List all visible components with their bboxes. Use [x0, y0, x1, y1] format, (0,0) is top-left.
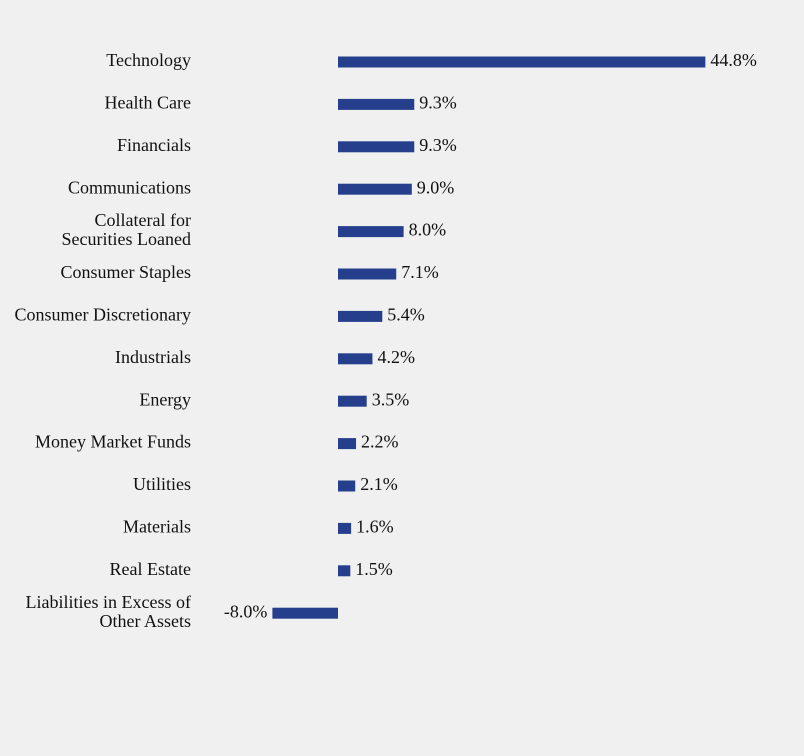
bar-money-market-funds — [338, 438, 357, 450]
category-label-consumer-discretionary: Consumer Discretionary — [15, 305, 191, 325]
bar-financials — [338, 141, 415, 153]
category-label-real-estate: Real Estate — [110, 559, 191, 579]
bar-materials — [338, 522, 352, 534]
bar-energy — [338, 395, 367, 407]
bar-real-estate — [338, 565, 351, 577]
value-label-energy: 3.5% — [372, 389, 410, 409]
category-label-collateral-for-securities-loaned: Collateral for Securities Loaned — [62, 210, 191, 249]
category-label-industrials: Industrials — [115, 347, 191, 367]
category-label-utilities: Utilities — [133, 474, 191, 494]
value-labels: 44.8% 9.3% 9.3% 9.0% 8.0% 7.1% 5.4% 4.2% 3.5% 2.2… — [224, 50, 757, 621]
category-label-materials: Materials — [123, 517, 191, 537]
bar-technology — [338, 56, 706, 68]
value-label-materials: 1.6% — [356, 517, 394, 537]
bar-collateral-for-securities-loaned — [338, 226, 404, 238]
value-label-industrials: 4.2% — [377, 347, 415, 367]
value-label-money-market-funds: 2.2% — [361, 432, 399, 452]
value-label-health-care: 9.3% — [419, 93, 457, 113]
value-label-liabilities-in-excess-of-other-assets: -8.0% — [224, 601, 268, 621]
value-label-collateral-for-securities-loaned: 8.0% — [409, 220, 447, 240]
value-label-utilities: 2.1% — [360, 474, 398, 494]
category-label-money-market-funds: Money Market Funds — [35, 432, 191, 452]
value-label-consumer-staples: 7.1% — [401, 262, 439, 282]
bar-liabilities-in-excess-of-other-assets — [272, 607, 338, 619]
bar-industrials — [338, 353, 373, 365]
bars — [272, 56, 706, 619]
category-label-health-care: Health Care — [105, 93, 191, 113]
category-labels: Technology Health Care Financials Communica… — [15, 50, 191, 631]
category-label-financials: Financials — [117, 135, 191, 155]
value-label-technology: 44.8% — [710, 50, 757, 70]
value-label-financials: 9.3% — [419, 135, 457, 155]
bar-consumer-discretionary — [338, 310, 383, 322]
category-label-consumer-staples: Consumer Staples — [61, 262, 192, 282]
bar-utilities — [338, 480, 356, 492]
bar-health-care — [338, 98, 415, 110]
bar-consumer-staples — [338, 268, 397, 280]
category-label-energy: Energy — [139, 389, 191, 409]
category-label-communications: Communications — [68, 177, 191, 197]
category-label-technology: Technology — [106, 50, 191, 70]
bar-communications — [338, 183, 412, 195]
value-label-consumer-discretionary: 5.4% — [387, 305, 425, 325]
value-label-communications: 9.0% — [417, 177, 455, 197]
value-label-real-estate: 1.5% — [355, 559, 393, 579]
category-label-liabilities-in-excess-of-other-assets: Liabilities in Excess of Other Assets — [26, 592, 191, 631]
